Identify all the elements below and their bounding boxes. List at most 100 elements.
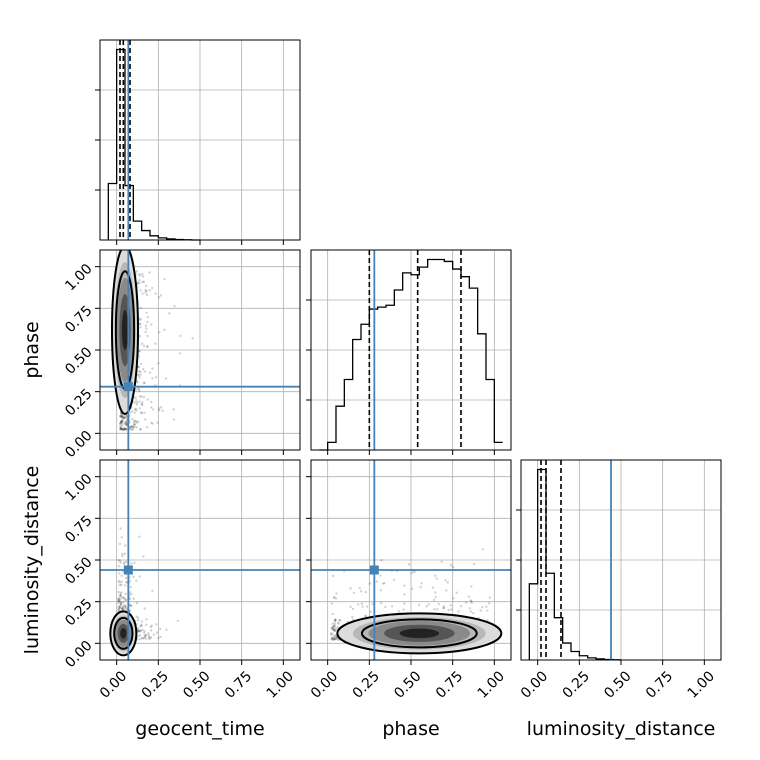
scatter-point bbox=[331, 612, 335, 616]
scatter-point bbox=[449, 604, 452, 607]
scatter-point bbox=[154, 376, 158, 379]
scatter-point bbox=[133, 561, 136, 565]
scatter-point bbox=[124, 604, 127, 607]
scatter-point bbox=[140, 395, 143, 398]
scatter-point bbox=[142, 637, 145, 640]
x-tick-label: 1.00 bbox=[685, 668, 718, 701]
x-tick-label: 0.75 bbox=[643, 668, 676, 701]
density-fill bbox=[399, 628, 440, 639]
scatter-point bbox=[357, 603, 360, 606]
scatter-point bbox=[120, 415, 124, 418]
scatter-point bbox=[123, 584, 127, 587]
scatter-point bbox=[119, 602, 123, 606]
scatter-point bbox=[140, 362, 143, 366]
scatter-point bbox=[351, 607, 355, 611]
scatter-point bbox=[445, 589, 448, 592]
truth-marker bbox=[123, 382, 133, 392]
scatter-point bbox=[119, 420, 123, 423]
scatter-point bbox=[380, 559, 383, 562]
scatter-point bbox=[138, 630, 141, 633]
scatter-point bbox=[331, 628, 335, 631]
x-tick-label: 1.00 bbox=[475, 668, 508, 701]
scatter-point bbox=[123, 605, 127, 608]
scatter-point bbox=[145, 289, 148, 293]
scatter-point bbox=[138, 370, 141, 373]
scatter-point bbox=[142, 344, 146, 348]
scatter-point bbox=[336, 625, 340, 629]
scatter-point bbox=[361, 605, 364, 609]
scatter-point bbox=[331, 627, 334, 631]
scatter-point bbox=[122, 570, 125, 573]
scatter-point bbox=[431, 586, 435, 589]
scatter-point bbox=[333, 624, 337, 627]
scatter-point bbox=[472, 612, 475, 615]
scatter-point bbox=[442, 606, 446, 610]
scatter-point bbox=[379, 574, 382, 577]
scatter-point bbox=[138, 395, 142, 398]
scatter-point bbox=[141, 275, 145, 278]
scatter-point bbox=[133, 419, 137, 422]
scatter-point bbox=[120, 607, 124, 610]
scatter-point bbox=[120, 427, 123, 430]
scatter-point bbox=[150, 323, 153, 326]
scatter-point bbox=[120, 591, 123, 594]
scatter-point bbox=[125, 423, 128, 426]
scatter-point bbox=[129, 585, 133, 589]
scatter-point bbox=[122, 596, 125, 599]
scatter-point bbox=[125, 424, 128, 427]
scatter-point bbox=[359, 590, 363, 593]
scatter-point bbox=[118, 422, 122, 426]
scatter-point bbox=[138, 634, 142, 637]
scatter-point bbox=[139, 428, 142, 431]
scatter-point bbox=[402, 608, 405, 611]
scatter-point bbox=[156, 421, 159, 424]
scatter-point bbox=[446, 581, 450, 584]
scatter-point bbox=[132, 597, 135, 600]
scatter-point bbox=[159, 635, 162, 639]
x-tick-label: 0.50 bbox=[601, 668, 634, 701]
scatter-point bbox=[133, 408, 137, 411]
x-tick-label: 0.25 bbox=[350, 668, 383, 701]
scatter-point bbox=[143, 411, 146, 414]
scatter-point bbox=[139, 306, 143, 310]
scatter-point bbox=[117, 597, 120, 600]
scatter-point bbox=[121, 415, 125, 419]
scatter-point bbox=[335, 636, 339, 640]
scatter-point bbox=[150, 421, 153, 425]
scatter-point bbox=[163, 328, 166, 332]
scatter-point bbox=[143, 381, 146, 384]
scatter-point bbox=[444, 579, 447, 582]
scatter-point bbox=[436, 607, 439, 611]
scatter-point bbox=[172, 408, 175, 411]
contour-outer bbox=[336, 612, 503, 655]
scatter-point bbox=[120, 421, 123, 424]
scatter-point bbox=[329, 633, 333, 636]
scatter-point bbox=[144, 633, 147, 637]
scatter-points-phase-luminosity_distance bbox=[311, 460, 511, 660]
scatter-point bbox=[469, 610, 473, 613]
scatter-point bbox=[136, 381, 139, 384]
scatter-point bbox=[154, 342, 157, 345]
scatter-point bbox=[123, 562, 126, 566]
scatter-point bbox=[150, 624, 153, 627]
truth-marker bbox=[123, 565, 133, 575]
scatter-point bbox=[144, 284, 148, 288]
scatter-point bbox=[143, 629, 146, 633]
scatter-point bbox=[470, 585, 473, 588]
scatter-point bbox=[364, 614, 367, 618]
scatter-point bbox=[330, 638, 334, 641]
scatter-point bbox=[117, 565, 121, 568]
scatter-point bbox=[330, 636, 334, 640]
scatter-point bbox=[147, 637, 151, 641]
y-tick-label: 1.00 bbox=[62, 261, 95, 294]
scatter-point bbox=[118, 581, 122, 584]
scatter-point bbox=[136, 387, 140, 391]
scatter-point bbox=[136, 627, 140, 630]
scatter-point bbox=[365, 605, 369, 608]
scatter-point bbox=[117, 608, 120, 612]
scatter-point bbox=[119, 593, 123, 597]
scatter-point bbox=[144, 330, 147, 334]
scatter-point bbox=[140, 412, 143, 415]
scatter-point bbox=[132, 575, 135, 579]
scatter-point bbox=[124, 427, 128, 431]
